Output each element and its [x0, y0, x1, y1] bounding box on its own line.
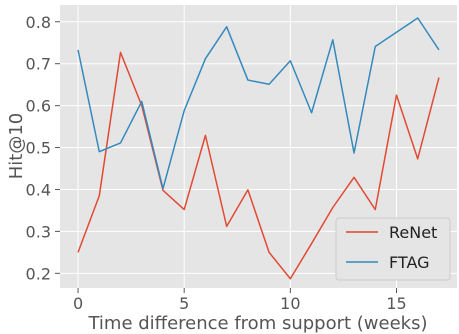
legend-label-renet: ReNet [389, 223, 437, 242]
y-tick-label: 0.8 [26, 13, 51, 32]
tick-labels: 0.2 0.3 0.4 0.5 0.6 0.7 0.8 0 5 10 15 [26, 13, 407, 313]
y-tick-label: 0.7 [26, 55, 51, 74]
x-tick-label: 10 [280, 294, 300, 313]
legend-box [335, 217, 451, 281]
series-line-renet [77, 51, 440, 280]
y-tick-label: 0.6 [26, 97, 51, 116]
series-lines [77, 17, 440, 280]
x-tick-label: 5 [179, 294, 189, 313]
x-axis-label: Time difference from support (weeks) [87, 313, 427, 334]
y-tick-label: 0.5 [26, 139, 51, 158]
legend-label-ftag: FTAG [389, 253, 430, 272]
x-tick-label: 0 [73, 294, 83, 313]
y-tick-label: 0.2 [26, 264, 51, 283]
y-axis-label: Hit@10 [6, 113, 27, 180]
y-tick-label: 0.4 [26, 180, 51, 199]
x-tick-label: 15 [386, 294, 406, 313]
series-line-ftag [77, 17, 440, 190]
y-tick-label: 0.3 [26, 222, 51, 241]
legend: ReNet FTAG [335, 217, 451, 281]
